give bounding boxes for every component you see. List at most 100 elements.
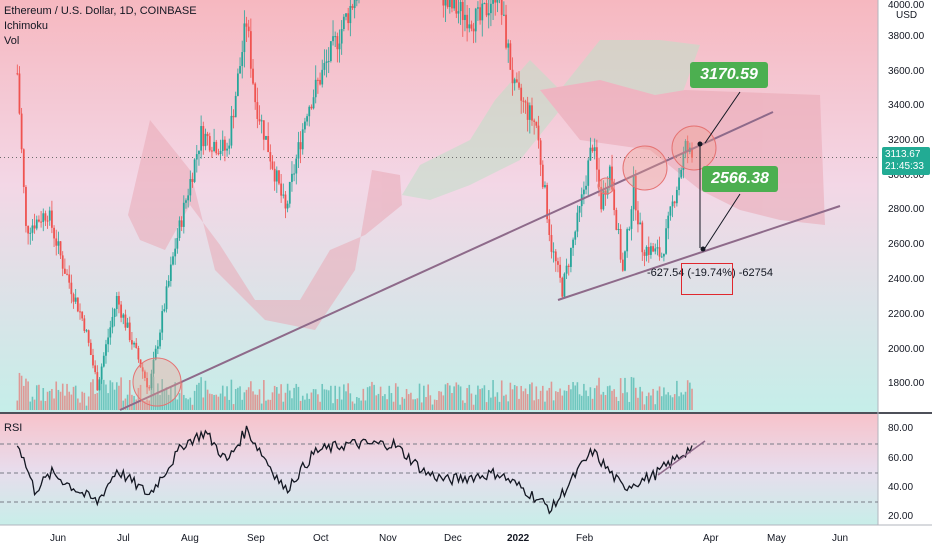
volume-bar	[423, 385, 425, 410]
volume-bar	[96, 392, 99, 410]
callout-high-price[interactable]: 3170.59	[690, 62, 768, 88]
candle-body	[297, 142, 300, 159]
highlight-circle-small[interactable]	[597, 177, 615, 195]
candle-body	[660, 256, 663, 258]
candle-body	[604, 190, 607, 195]
volume-bar	[314, 389, 317, 410]
volume-bar	[280, 384, 282, 410]
rsi-indicator-label[interactable]: RSI	[4, 422, 23, 434]
volume-bar	[239, 386, 241, 410]
volume-bar	[193, 390, 196, 410]
candle-body	[267, 136, 270, 153]
price-range-measure-label[interactable]: -627.54 (-19.74%) -62754	[647, 267, 773, 279]
volume-bar	[144, 401, 146, 410]
volume-bar	[589, 387, 592, 410]
volume-bar	[481, 388, 484, 410]
volume-bar	[141, 401, 144, 410]
volume-bar	[310, 392, 313, 410]
volume-bar	[278, 393, 280, 410]
volume-bar	[619, 378, 622, 410]
long-support-trendline[interactable]	[119, 111, 774, 411]
lower-trendline[interactable]	[557, 205, 841, 301]
volume-bar	[174, 382, 176, 410]
volume-bar	[368, 386, 371, 410]
candle-body	[528, 105, 531, 120]
candle-body	[446, 0, 449, 8]
rsi-axis[interactable]: 80.00 60.00 40.00 20.00	[888, 423, 913, 522]
candle-body	[325, 61, 328, 63]
candle-body	[143, 371, 146, 378]
volume-bar	[131, 394, 133, 410]
volume-bar	[198, 382, 200, 410]
indicator-ichimoku-label[interactable]: Ichimoku	[4, 20, 49, 32]
candle-body	[76, 297, 79, 312]
volume-bar	[79, 402, 81, 410]
volume-bar	[42, 388, 45, 410]
highlight-circle-low[interactable]	[132, 357, 182, 407]
candle-body	[329, 41, 332, 62]
highlight-circle-high[interactable]	[671, 125, 717, 171]
volume-bar	[176, 399, 179, 410]
candle-body	[271, 161, 274, 169]
volume-bar	[366, 387, 369, 410]
volume-bar	[53, 398, 55, 410]
rsi-trendline[interactable]	[657, 440, 706, 476]
time-tick: May	[767, 533, 786, 544]
highlight-circle-mid[interactable]	[622, 145, 668, 191]
volume-bar	[87, 396, 90, 410]
candle-body	[626, 229, 629, 252]
volume-bar	[64, 395, 66, 410]
candle-body	[520, 87, 523, 101]
candle-body	[68, 274, 71, 283]
volume-bar	[254, 394, 256, 410]
callout-low-price[interactable]: 2566.38	[702, 166, 778, 192]
candle-body	[650, 246, 652, 255]
symbol-title[interactable]: Ethereum / U.S. Dollar, 1D, COINBASE	[4, 5, 197, 17]
candle-body	[221, 139, 224, 152]
volume-bar	[55, 381, 58, 410]
candle-body	[46, 220, 49, 222]
candle-body	[195, 154, 198, 160]
candle-body	[619, 228, 622, 260]
candle-body	[115, 295, 118, 309]
volume-bar	[494, 396, 497, 410]
candle-body	[658, 247, 661, 257]
candle-body	[589, 147, 592, 161]
volume-bar	[247, 387, 250, 410]
volume-bar	[299, 400, 302, 410]
volume-bar	[29, 401, 32, 410]
volume-bar	[414, 399, 417, 410]
candle-body	[505, 14, 507, 48]
candle-body	[459, 1, 462, 12]
volume-bar	[574, 385, 577, 410]
volume-bar	[94, 393, 96, 410]
volume-bar	[224, 396, 226, 410]
candle-body	[611, 166, 613, 190]
volume-bar	[500, 380, 503, 410]
volume-bar	[429, 395, 432, 410]
volume-bar	[665, 394, 667, 410]
time-axis[interactable]: Jun Jul Aug Sep Oct Nov Dec 2022 Feb Apr…	[50, 533, 848, 544]
candle-body	[615, 210, 618, 230]
price-axis[interactable]: 4000.00 USD 3800.00 3600.00 3400.00 3200…	[888, 0, 925, 389]
volume-bar	[360, 400, 362, 410]
candle-body	[319, 79, 321, 85]
volume-bar	[468, 384, 471, 410]
candle-body	[161, 311, 164, 333]
candle-body	[182, 202, 185, 227]
volume-bar	[526, 394, 529, 410]
volume-bar	[529, 384, 531, 410]
volume-bar	[332, 403, 334, 410]
price-tick: 3200.00	[888, 135, 925, 146]
volume-bar	[159, 395, 161, 410]
candle-body	[451, 0, 453, 9]
drawing-tools[interactable]	[119, 91, 841, 411]
candle-body	[211, 150, 213, 152]
volume-bar	[596, 385, 598, 410]
candle-body	[187, 195, 190, 201]
candle-body	[637, 210, 639, 225]
indicator-volume-label[interactable]: Vol	[4, 35, 20, 47]
volume-bar	[390, 393, 393, 410]
